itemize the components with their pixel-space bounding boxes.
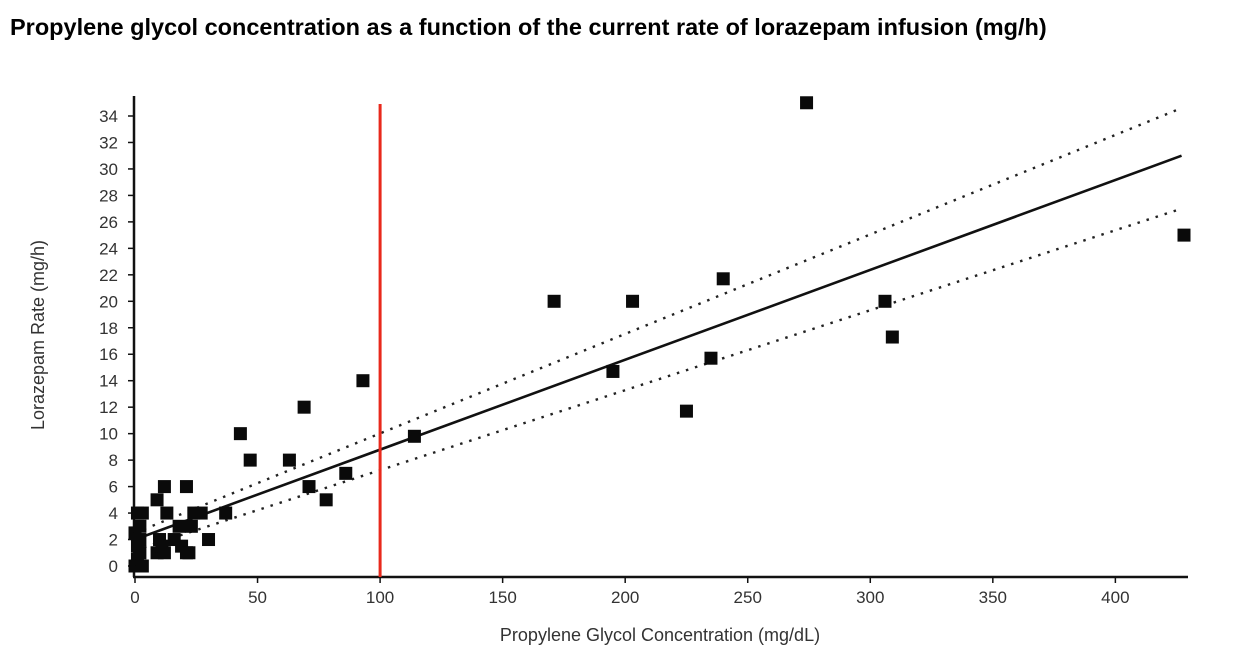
data-point [339,466,353,480]
data-point [297,400,311,414]
data-point [319,493,333,507]
data-point [182,546,196,560]
fit-lines [134,106,1183,552]
data-point [194,506,208,520]
data-point [133,519,147,533]
y-tick-label: 8 [109,451,118,470]
y-tick-label: 34 [99,107,118,126]
y-tick-label: 0 [109,557,118,576]
x-tick-label: 250 [734,588,762,607]
data-point [356,374,370,388]
x-tick-label: 150 [488,588,516,607]
data-point [202,533,216,547]
data-point [219,506,233,520]
confidence-upper-line [134,106,1183,535]
data-point [800,96,814,110]
data-point [179,480,193,494]
x-tick-label: 200 [611,588,639,607]
data-points [128,96,1191,573]
y-tick-label: 12 [99,398,118,417]
x-tick-label: 350 [979,588,1007,607]
x-tick-label: 100 [366,588,394,607]
y-tick-label: 30 [99,160,118,179]
page-title: Propylene glycol concentration as a func… [10,14,1047,40]
x-tick-label: 0 [130,588,139,607]
data-point [626,294,640,308]
y-tick-label: 6 [109,478,118,497]
data-point [172,519,186,533]
data-point [157,546,171,560]
data-point [1177,228,1191,242]
regression-line [134,154,1182,541]
x-tick-label: 300 [856,588,884,607]
y-tick-label: 24 [99,239,118,258]
data-point [157,480,171,494]
axes [128,96,1188,583]
y-tick-label: 20 [99,292,118,311]
data-point [547,294,561,308]
confidence-lower-line [134,207,1182,552]
x-axis-title: Propylene Glycol Concentration (mg/dL) [500,625,820,645]
x-tick-label: 400 [1101,588,1129,607]
y-tick-label: 28 [99,186,118,205]
x-tick-label: 50 [248,588,267,607]
data-point [233,427,247,441]
data-point [282,453,296,467]
data-point [135,506,149,520]
y-tick-label: 10 [99,425,118,444]
data-point [184,519,198,533]
y-axis-title: Lorazepam Rate (mg/h) [28,240,48,430]
y-tick-label: 16 [99,345,118,364]
y-tick-label: 22 [99,266,118,285]
tick-labels: 0 50 100 150 200 250 300 350 4000246810121416182… [99,107,1129,607]
data-point [135,559,149,573]
y-tick-label: 2 [109,531,118,550]
data-point [716,272,730,286]
data-point [150,493,164,507]
data-point [407,429,421,443]
y-tick-label: 26 [99,213,118,232]
data-point [679,404,693,418]
data-point [243,453,257,467]
y-tick-label: 4 [109,504,118,523]
data-point [878,294,892,308]
y-tick-label: 14 [99,372,118,391]
data-point [606,364,620,378]
y-tick-label: 32 [99,133,118,152]
data-point [160,506,174,520]
y-tick-label: 18 [99,319,118,338]
data-point [704,351,718,365]
data-point [302,480,316,494]
data-point [885,330,899,344]
